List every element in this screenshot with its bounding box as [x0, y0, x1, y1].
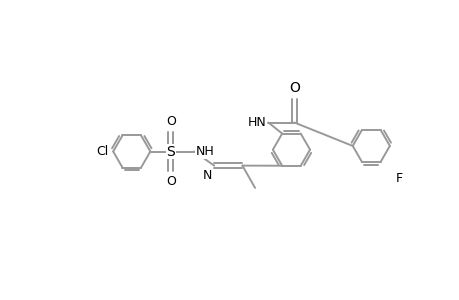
Text: NH: NH	[196, 145, 214, 158]
Text: F: F	[395, 172, 402, 185]
Text: S: S	[166, 145, 175, 158]
Text: HN: HN	[247, 116, 266, 129]
Text: N: N	[202, 169, 212, 182]
Text: O: O	[165, 116, 175, 128]
Text: O: O	[165, 175, 175, 188]
Text: Cl: Cl	[96, 145, 108, 158]
Text: O: O	[288, 81, 299, 95]
